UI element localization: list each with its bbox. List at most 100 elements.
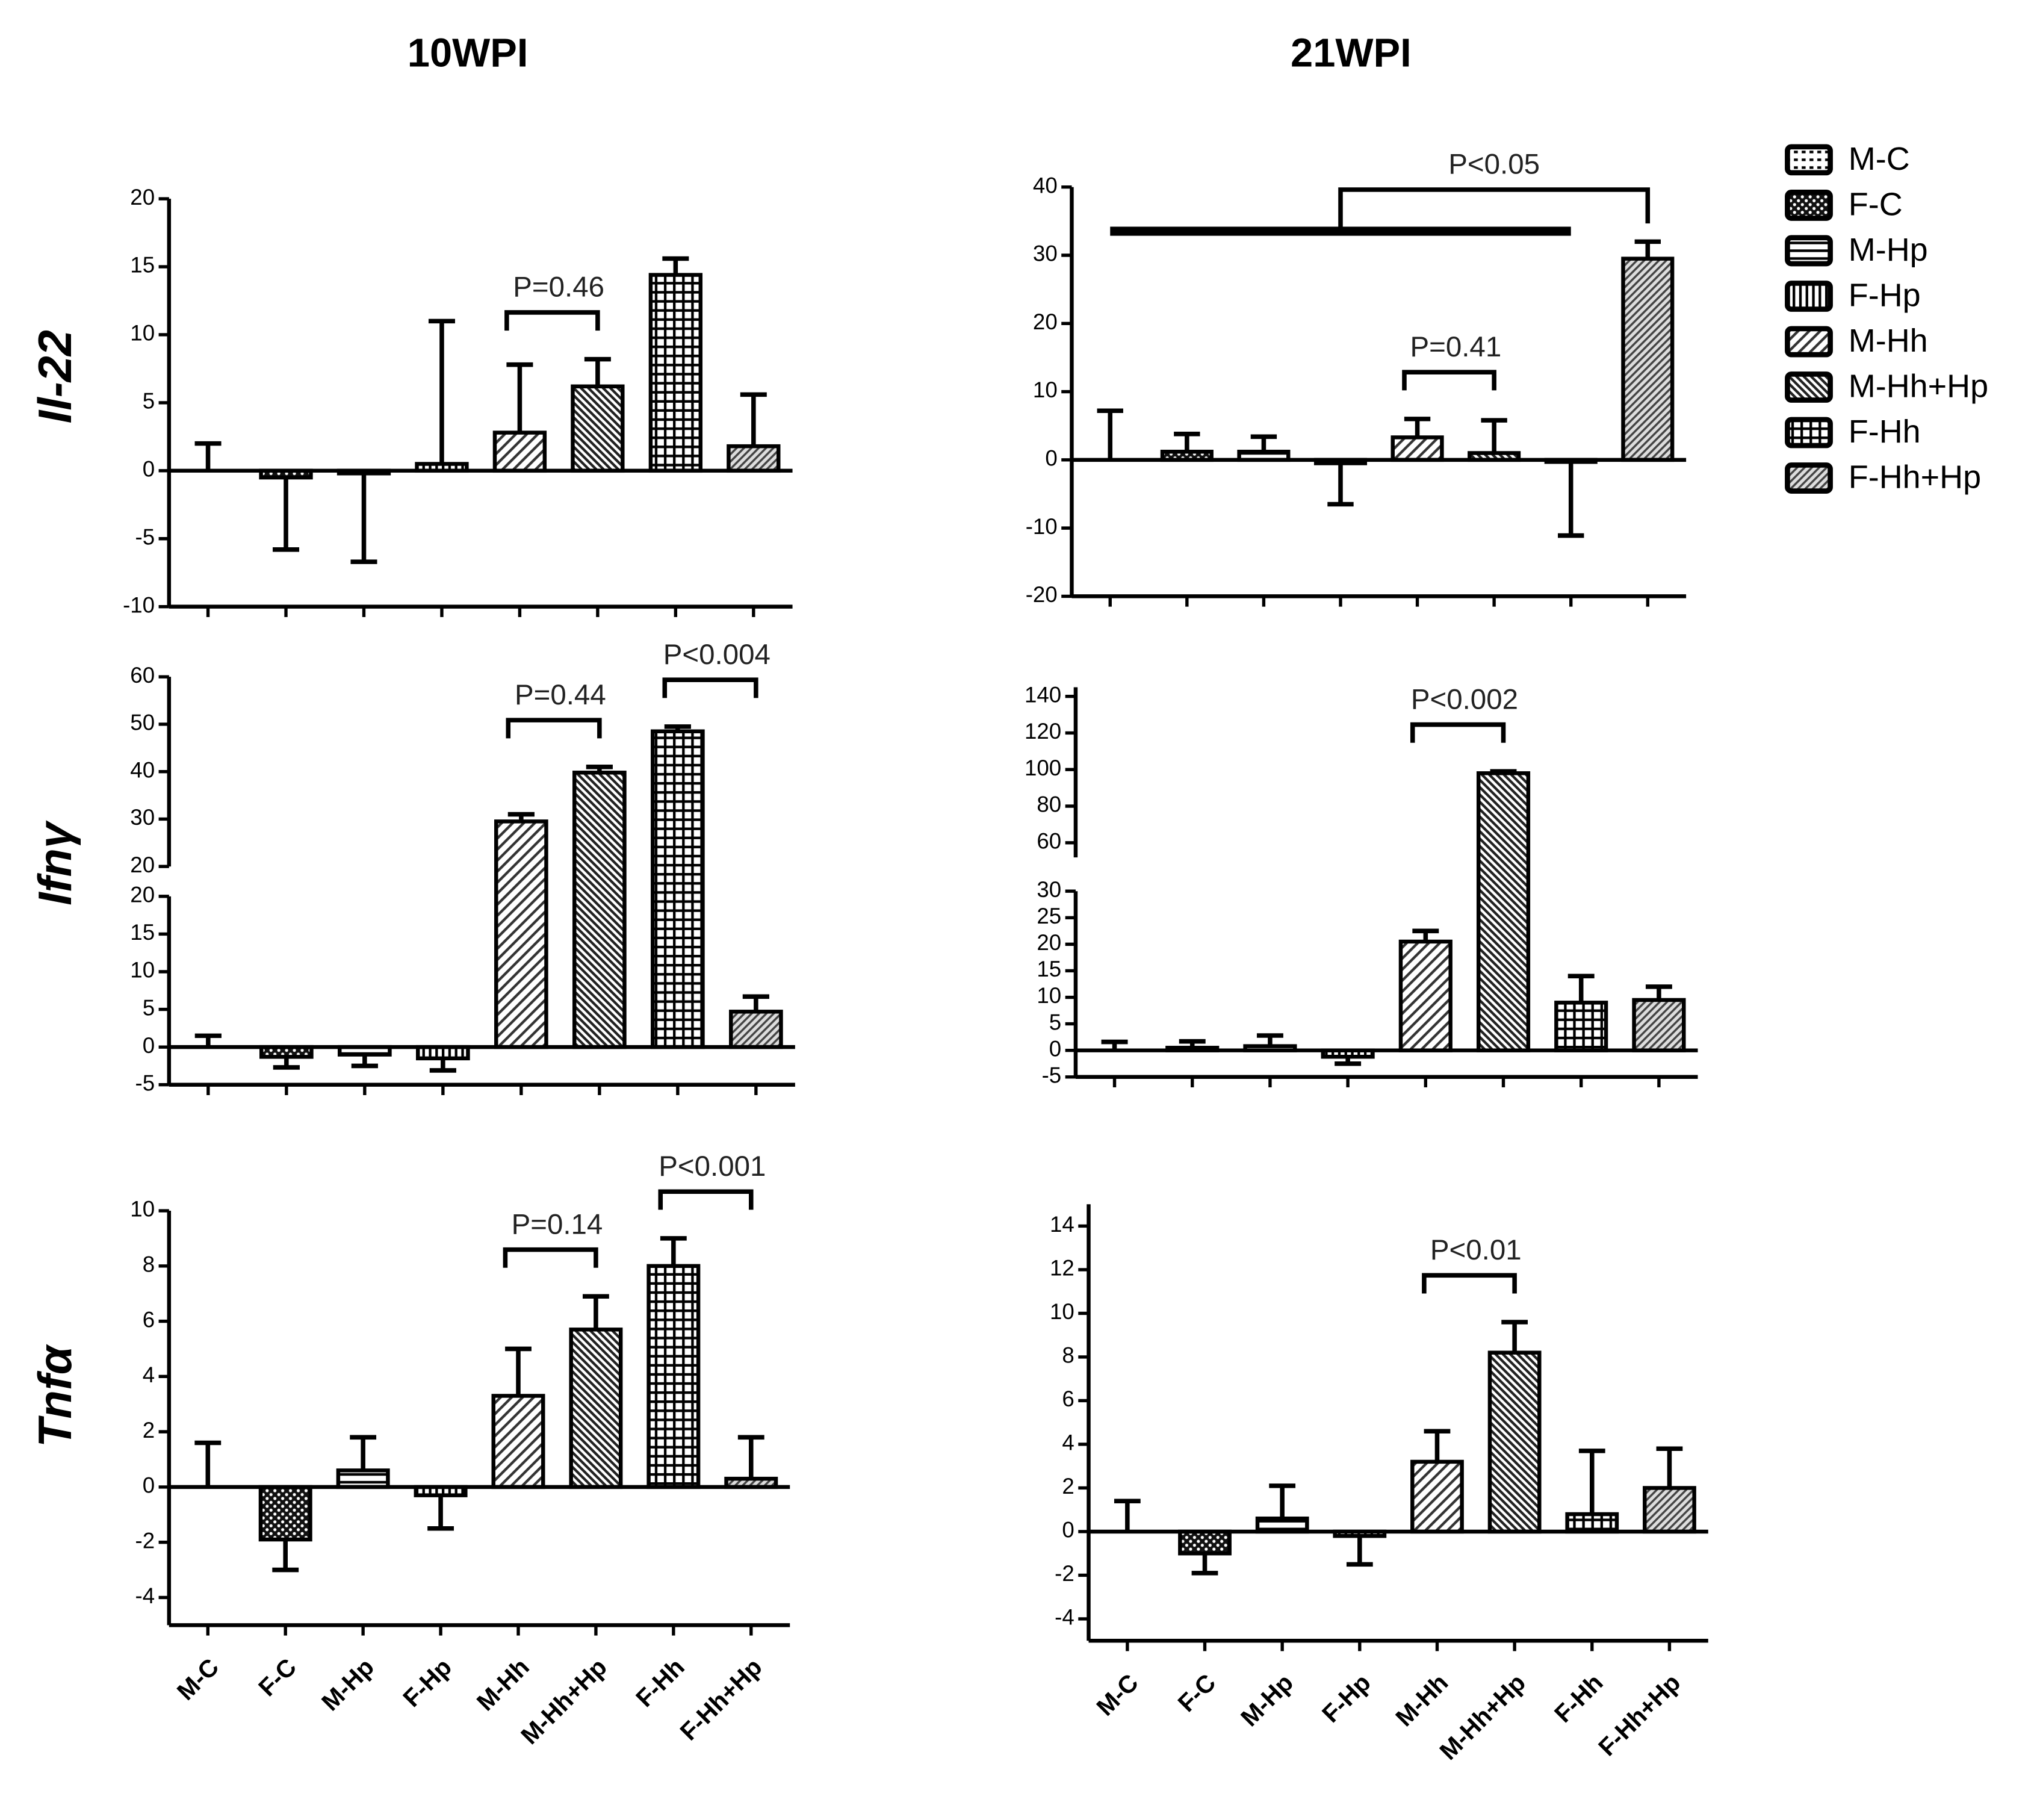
- y-tick-label: 4: [1062, 1430, 1074, 1455]
- error-bar: [1250, 434, 1277, 452]
- bracket: [503, 1247, 598, 1268]
- y-tick-label: 20: [130, 853, 155, 877]
- row-label: Ifnγ: [29, 820, 81, 905]
- legend-swatch: [1785, 281, 1833, 312]
- legend-label: M-C: [1849, 141, 1910, 177]
- bar: [492, 430, 547, 473]
- error-bar: [1501, 1320, 1528, 1353]
- y-tick-label: 80: [1037, 792, 1061, 817]
- x-tick-label: M-Hh: [1390, 1668, 1453, 1731]
- x-tick-label: M-C: [1091, 1668, 1144, 1721]
- x-tick-label: F-Hh+Hp: [675, 1653, 767, 1746]
- y-tick-label: 5: [143, 389, 155, 414]
- bar: [1255, 1516, 1309, 1534]
- bar: [1643, 1486, 1696, 1534]
- error-bar: [273, 477, 300, 552]
- x-tick-label: M-Hp: [1235, 1668, 1298, 1731]
- y-tick-label: 0: [1062, 1518, 1074, 1542]
- error-bar: [194, 1440, 222, 1487]
- error-bar: [1645, 984, 1672, 1000]
- y-tick-label: -5: [135, 1070, 155, 1095]
- row-label: Il-22: [29, 330, 81, 423]
- y-tick-label: 0: [1049, 1036, 1061, 1061]
- error-bar: [1567, 974, 1595, 1003]
- x-tick-label: F-Hh+Hp: [1593, 1668, 1685, 1761]
- annotation: P<0.05: [1448, 149, 1540, 181]
- bar: [1632, 998, 1686, 1052]
- error-bar: [1481, 418, 1507, 453]
- y-tick-label: 0: [1045, 446, 1057, 471]
- error-bar: [428, 318, 455, 464]
- error-bar: [507, 812, 535, 822]
- error-bar: [427, 1495, 454, 1531]
- y-tick-label: 0: [143, 457, 155, 482]
- error-bar: [1412, 928, 1439, 942]
- bar: [494, 819, 548, 1049]
- y-tick-label: 12: [1050, 1256, 1074, 1281]
- error-bar: [662, 256, 689, 275]
- x-tick-label: M-Hh: [471, 1653, 535, 1716]
- y-tick-label: 40: [130, 757, 155, 782]
- x-tick-label: M-Hp: [316, 1653, 379, 1716]
- annotation: P<0.001: [659, 1151, 766, 1182]
- y-tick-label: 20: [1033, 309, 1058, 334]
- x-tick-label: F-Hp: [1316, 1668, 1376, 1728]
- x-tick-label: F-Hh: [630, 1653, 690, 1713]
- y-tick-label: 15: [130, 920, 155, 945]
- error-bar: [1327, 463, 1354, 507]
- legend-swatch: [1785, 371, 1833, 403]
- y-tick-label: 10: [1037, 983, 1061, 1008]
- x-tick-label: M-C: [172, 1653, 224, 1706]
- column-title: 10WPI: [408, 30, 529, 75]
- bar: [648, 273, 703, 473]
- bar: [1554, 1001, 1608, 1052]
- bar: [569, 1328, 623, 1489]
- legend-label: M-Hp: [1849, 232, 1928, 268]
- error-bar: [737, 1435, 764, 1479]
- bracket: [1402, 370, 1496, 391]
- x-tick-label: F-C: [253, 1653, 302, 1702]
- y-tick-label: 10: [130, 1197, 155, 1222]
- legend-swatch: [1785, 462, 1833, 494]
- y-tick-label: 20: [1037, 930, 1061, 955]
- legend-label: M-Hh: [1849, 323, 1928, 359]
- annotation: P<0.004: [663, 639, 770, 671]
- annotation: P<0.01: [1430, 1234, 1522, 1266]
- error-bar: [273, 1057, 300, 1070]
- bracket: [506, 718, 602, 739]
- bar: [1621, 256, 1675, 462]
- y-tick-label: 4: [143, 1362, 155, 1387]
- bar: [1565, 1512, 1619, 1534]
- bracket: [662, 677, 758, 698]
- y-tick-label: 8: [1062, 1343, 1074, 1368]
- error-bar: [1558, 462, 1584, 538]
- y-tick-label: -20: [1026, 582, 1058, 607]
- annotation: P=0.46: [513, 272, 604, 303]
- error-bar: [1634, 239, 1661, 259]
- error-bar: [350, 1435, 377, 1471]
- y-tick-label: -10: [1026, 514, 1058, 539]
- annotation: P<0.002: [1411, 683, 1518, 715]
- y-tick-label: 20: [130, 883, 155, 907]
- error-bar: [1335, 1057, 1362, 1066]
- y-tick-label: 0: [143, 1033, 155, 1058]
- y-tick-label: 25: [1037, 904, 1061, 928]
- x-tick-label: F-Hp: [398, 1653, 457, 1713]
- y-tick-label: 5: [1049, 1010, 1061, 1034]
- bar: [1398, 939, 1453, 1052]
- error-bar: [505, 1346, 532, 1396]
- error-bar: [429, 1058, 456, 1073]
- y-tick-label: 5: [143, 995, 155, 1020]
- bar: [1391, 435, 1444, 462]
- error-bar: [1424, 1429, 1451, 1462]
- bar: [491, 1394, 545, 1489]
- error-bar: [350, 473, 377, 564]
- error-bar: [1191, 1553, 1218, 1576]
- legend-label: F-Hh+Hp: [1849, 459, 1981, 495]
- legend-swatch: [1785, 144, 1833, 176]
- y-tick-label: -5: [135, 524, 155, 549]
- error-bar: [664, 724, 691, 731]
- bar: [1487, 1350, 1542, 1534]
- error-bar: [1346, 1536, 1373, 1567]
- row-label: Tnfα: [29, 1344, 81, 1447]
